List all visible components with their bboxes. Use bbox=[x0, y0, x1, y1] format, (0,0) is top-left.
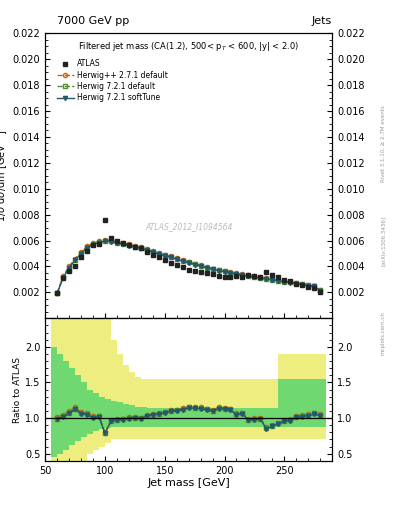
Text: ATLAS_2012_I1094564: ATLAS_2012_I1094564 bbox=[145, 223, 232, 231]
Text: Rivet 3.1.10, ≥ 2.7M events: Rivet 3.1.10, ≥ 2.7M events bbox=[381, 105, 386, 182]
Text: Jets: Jets bbox=[311, 16, 331, 26]
X-axis label: Jet mass [GeV]: Jet mass [GeV] bbox=[147, 478, 230, 488]
Text: 7000 GeV pp: 7000 GeV pp bbox=[57, 16, 129, 26]
Y-axis label: Ratio to ATLAS: Ratio to ATLAS bbox=[13, 356, 22, 422]
Text: Filtered jet mass (CA(1.2), 500< p$_T$ < 600, |y| < 2.0): Filtered jet mass (CA(1.2), 500< p$_T$ <… bbox=[78, 40, 299, 53]
Y-axis label: 1/$\sigma$ d$\sigma$/dm [GeV$^{-1}$]: 1/$\sigma$ d$\sigma$/dm [GeV$^{-1}$] bbox=[0, 130, 10, 222]
Legend: ATLAS, Herwig++ 2.7.1 default, Herwig 7.2.1 default, Herwig 7.2.1 softTune: ATLAS, Herwig++ 2.7.1 default, Herwig 7.… bbox=[55, 57, 170, 104]
Text: [arXiv:1306.3436]: [arXiv:1306.3436] bbox=[381, 216, 386, 266]
Text: mcplots.cern.ch: mcplots.cern.ch bbox=[381, 311, 386, 355]
